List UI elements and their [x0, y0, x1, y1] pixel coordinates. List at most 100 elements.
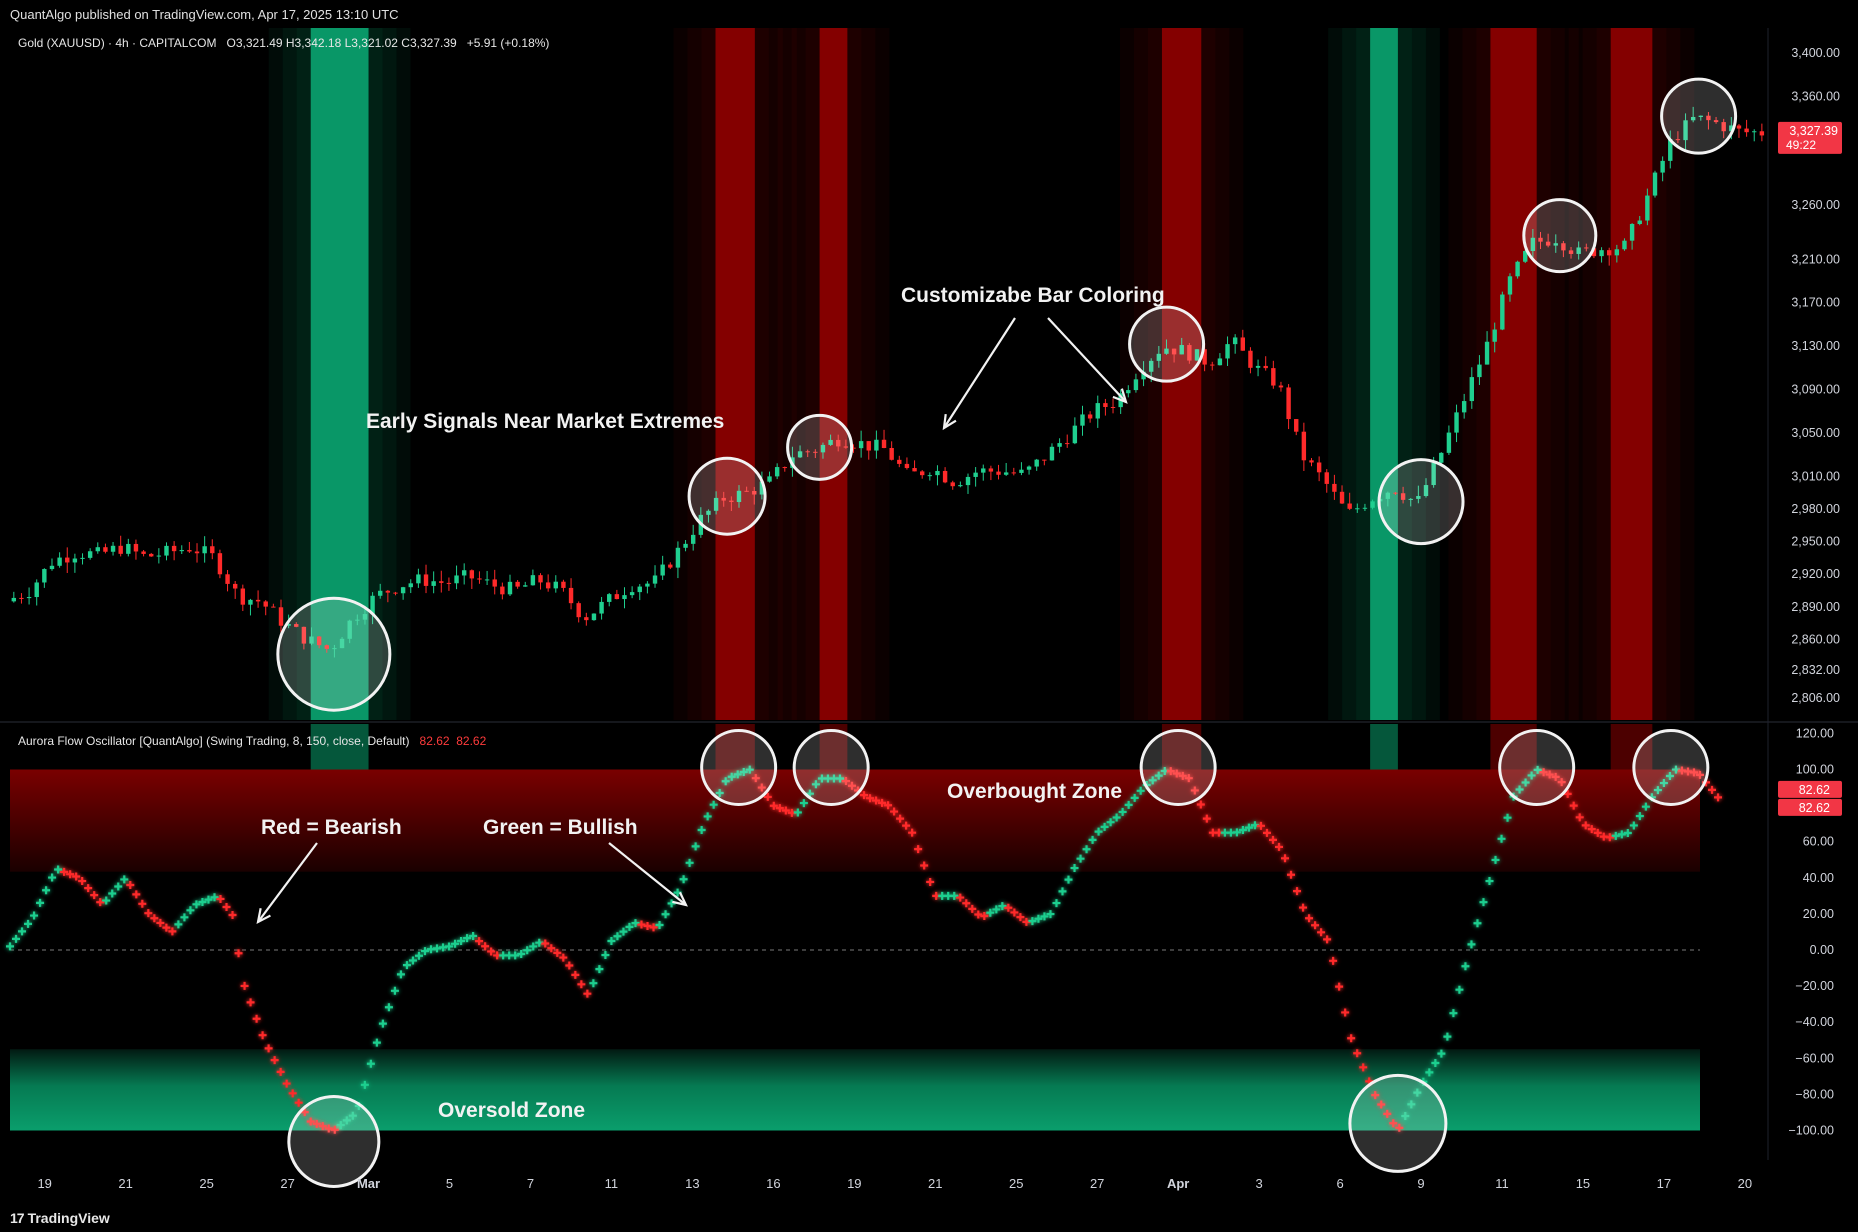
candle-bull [1026, 466, 1032, 470]
main-legend: Gold (XAUUSD) · 4h · CAPITALCOM O3,321.4… [18, 36, 549, 50]
candle-bull [1385, 492, 1391, 499]
candle-bear [1538, 237, 1543, 242]
oscillator-point [950, 891, 959, 900]
oscillator-point [186, 906, 195, 915]
annotation-arrows [256, 317, 1128, 925]
last-price-label: 3,327.39 [1789, 124, 1838, 138]
candle-bear [1087, 414, 1093, 419]
oscillator-highlight-circle [1348, 1073, 1448, 1173]
candle-bear [1759, 131, 1765, 136]
oscillator-point [1335, 982, 1344, 991]
candle-bull [248, 599, 253, 605]
oscillator-point [42, 886, 51, 895]
candle-bull [1523, 251, 1528, 262]
oscillator-point [24, 919, 33, 928]
candle-bull [1690, 116, 1696, 121]
oscillator-point [1305, 914, 1314, 923]
candle-bull [820, 444, 826, 453]
candle-bear [1210, 364, 1215, 366]
candle-bear [1607, 250, 1612, 256]
price-highlight-circle [687, 456, 767, 536]
oscillator-point [968, 904, 977, 913]
oscillator-point [1689, 768, 1698, 777]
oscillator-point [649, 923, 658, 932]
candle-bear [1736, 125, 1742, 129]
oscillator-point [414, 951, 423, 960]
candle-bull [1645, 195, 1650, 221]
price-axis[interactable]: 3,400.00 3,360.00 3,260.00 3,210.00 3,170.00… [1778, 46, 1842, 1138]
oscillator-point [1256, 821, 1265, 830]
time-axis[interactable]: 19 21 25 27 Mar 5 7 11 13 16 19 21 25 27 Apr 3 6 9 11 15 17 2… [37, 1176, 1752, 1191]
oscillator-point [1311, 921, 1320, 930]
candle-bear [942, 470, 948, 483]
candle-bull [1622, 240, 1627, 250]
candle-bear [813, 451, 818, 453]
oscillator-point [1341, 1008, 1350, 1017]
oscillator-point [1557, 778, 1566, 787]
oscillator-point [324, 1124, 333, 1133]
oscillator-point [1395, 1123, 1404, 1132]
candle-bull [57, 557, 62, 566]
candle-bear [1591, 248, 1597, 257]
oscillator-point [276, 1067, 285, 1076]
candle-bear [1240, 337, 1245, 351]
arrow-green-bullish [608, 842, 687, 906]
annotation-bar-coloring: Customizabe Bar Coloring [901, 284, 1165, 307]
oscillator-point [1244, 823, 1253, 832]
candle-bull [1049, 446, 1055, 461]
candle-bear [1584, 247, 1589, 249]
zone-bull-4 [1370, 28, 1398, 720]
candle-bull [1530, 237, 1536, 252]
arrow-red-bearish-head [256, 908, 271, 925]
candle-bull [1660, 160, 1665, 173]
candle-bear [996, 471, 1001, 475]
oscillator-point [1665, 771, 1674, 780]
oscillator-legend: Aurora Flow Oscillator [QuantAlgo] (Swin… [18, 734, 486, 748]
arrow-bar-coloring-right [1047, 317, 1127, 403]
candle-bear [1294, 419, 1299, 432]
candle-bear [1171, 348, 1177, 355]
time-tick-label: 27 [280, 1176, 294, 1191]
candle-bear [1316, 462, 1322, 473]
candle-bear [836, 439, 841, 447]
candle-bear [919, 471, 925, 476]
oscillator-point [366, 1059, 375, 1068]
oscillator-point [1136, 786, 1145, 795]
annotation-oversold-zone: Oversold Zone [438, 1099, 585, 1122]
oscillator-point [619, 927, 628, 936]
oscillator-point [992, 905, 1001, 914]
candle-bull [1080, 414, 1085, 426]
oscillator-highlight-circle [792, 729, 870, 806]
candle-bull [34, 582, 39, 598]
oscillator-point [1166, 767, 1175, 776]
oscillator-point [1052, 899, 1061, 908]
oscillator-point [108, 889, 117, 898]
candle-bull [95, 547, 100, 552]
candle-bear [19, 597, 24, 599]
oscillator-point [114, 882, 123, 891]
oscillator-point [1623, 829, 1632, 837]
oscillator-point [126, 881, 135, 890]
candle-bull [690, 534, 696, 544]
oscillator-point [1070, 864, 1079, 873]
oscillator-point [252, 1014, 261, 1023]
oscillator-point [174, 920, 183, 929]
oscillator-point [1287, 870, 1296, 879]
oscillator-point [144, 909, 153, 918]
candle-bull [339, 638, 345, 649]
candle-bull [370, 595, 375, 615]
oscillator-point [920, 861, 929, 870]
tradingview-logo[interactable]: 17 TradingView [10, 1210, 110, 1226]
oscillator-point [1299, 903, 1308, 912]
candle-bull [1469, 377, 1475, 402]
zone-bear-2 [819, 28, 848, 720]
candle-bear [1042, 459, 1047, 461]
candle-bull [1683, 120, 1688, 141]
oscillator-point [96, 898, 105, 907]
oscillator-point [1437, 1049, 1446, 1058]
oscillator-point [1659, 779, 1668, 788]
price-highlight-circle [1660, 77, 1738, 155]
oscillator-point [78, 877, 87, 886]
oscillator-point [1196, 800, 1205, 809]
